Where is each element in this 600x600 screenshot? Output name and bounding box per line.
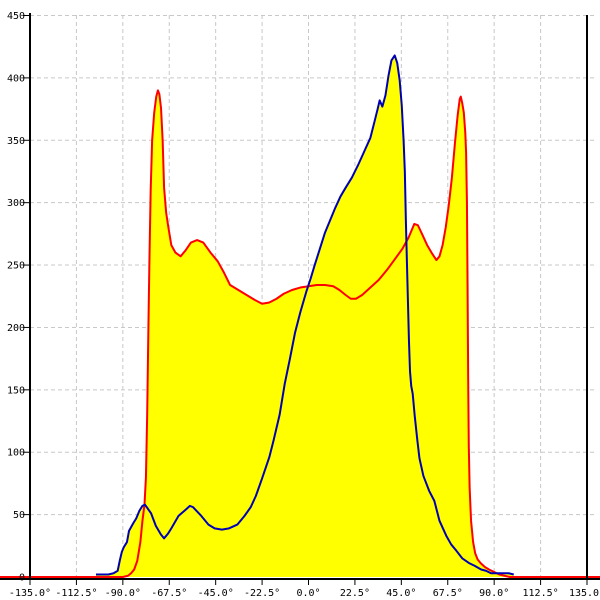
x-tick-label: 67.5° [433,588,463,599]
axes-layer [0,13,600,585]
y-tick-label: 300 [7,198,25,209]
x-tick-label: -112.5° [55,588,97,599]
yellow-filled-area [30,55,587,577]
series-layer [0,54,600,578]
blue-series-path [96,54,514,576]
y-tick-label: 400 [7,73,25,84]
y-tick-label: 450 [7,11,25,22]
x-tick-label: -67.5° [151,588,187,599]
x-tick-label: 45.0° [386,588,416,599]
x-tick-label: 135.0° [569,588,600,599]
x-tick-label: -22.5° [244,588,280,599]
y-tick-label: 150 [7,385,25,396]
x-tick-label: 112.5° [523,588,559,599]
x-tick-label: -45.0° [198,588,234,599]
x-tick-label: -90.0° [105,588,141,599]
yellow-area-layer [30,55,587,577]
y-tick-label: 250 [7,261,25,272]
y-tick-label: 50 [13,510,25,521]
x-tick-label: 90.0° [479,588,509,599]
y-tick-label: 0 [19,573,25,584]
x-tick-label: 22.5° [340,588,370,599]
x-tick-label: -135.0° [9,588,51,599]
tick-label-layer: -135.0° -112.5° -90.0° -67.5° -45.0° -22.5° 0.… [7,11,600,599]
x-tick-label: 0.0° [296,588,320,599]
y-tick-label: 200 [7,323,25,334]
red-series-path [0,89,600,578]
y-tick-label: 350 [7,136,25,147]
y-tick-label: 100 [7,448,25,459]
